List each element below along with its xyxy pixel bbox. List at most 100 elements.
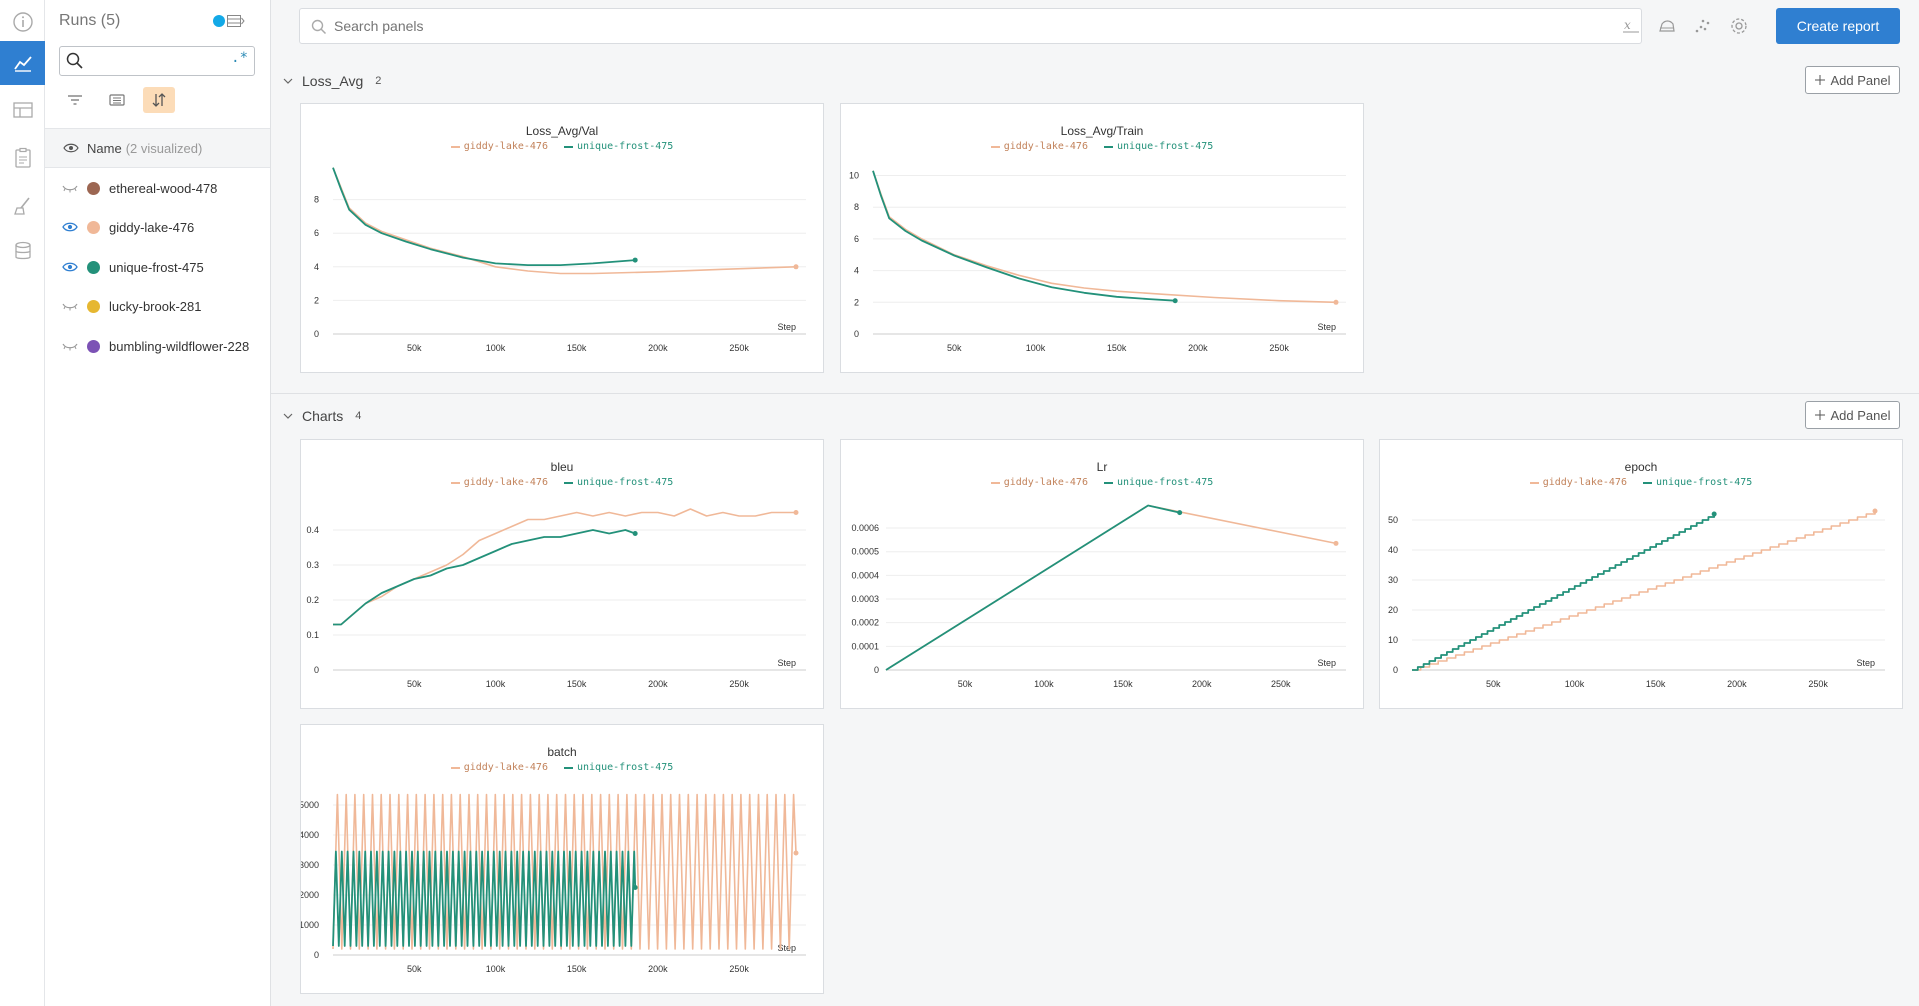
series-line-unique-frost-475[interactable] — [872, 170, 1176, 302]
legend-item[interactable]: unique-frost-475 — [1103, 141, 1213, 152]
create-report-button[interactable]: Create report — [1776, 8, 1900, 44]
legend-item[interactable]: unique-frost-475 — [563, 762, 673, 773]
series-line-giddy-lake-476[interactable] — [333, 508, 796, 626]
series-line-unique-frost-475[interactable] — [332, 167, 636, 266]
series-end-point[interactable] — [632, 885, 638, 890]
chart-panel-epoch[interactable]: 0 10 20 30 40 50 50k 100k 150k 200k 250k Step epoch g… — [1379, 439, 1903, 709]
eye-closed-icon[interactable] — [62, 300, 78, 312]
series-line-giddy-lake-476[interactable] — [872, 170, 1337, 304]
series-end-point[interactable] — [793, 264, 799, 270]
legend-item[interactable]: giddy-lake-476 — [990, 141, 1088, 152]
legend-item[interactable]: giddy-lake-476 — [450, 477, 548, 488]
series-end-point[interactable] — [1177, 510, 1183, 516]
runs-search-input[interactable] — [86, 52, 226, 70]
eye-closed-icon[interactable] — [62, 340, 78, 352]
visibility-eye-icon[interactable] — [63, 142, 79, 154]
chart-panel-loss-avg-val[interactable]: 0 2 4 6 8 50k 100k 150k 200k 250k Step Loss_Avg/Val… — [300, 103, 824, 373]
run-color-dot[interactable] — [87, 339, 100, 353]
series-line-giddy-lake-476[interactable] — [1412, 511, 1876, 671]
run-name[interactable]: unique-frost-475 — [109, 259, 204, 275]
filter-button[interactable] — [59, 87, 91, 113]
series-line-giddy-lake-476[interactable] — [332, 167, 797, 275]
run-name[interactable]: lucky-brook-281 — [109, 298, 202, 314]
legend-item[interactable]: unique-frost-475 — [563, 477, 673, 488]
regex-toggle[interactable]: .* — [231, 50, 248, 66]
reports-icon[interactable] — [0, 136, 45, 180]
legend-item[interactable]: unique-frost-475 — [563, 141, 673, 152]
chart-plot: 0 2 4 6 8 50k 100k 150k 200k 250k Step — [314, 167, 806, 353]
series-line-unique-frost-475[interactable] — [333, 529, 636, 626]
sort-button[interactable] — [143, 87, 175, 113]
series-line-giddy-lake-476[interactable] — [885, 504, 1337, 671]
add-panel-button[interactable]: Add Panel — [1805, 66, 1900, 94]
outliers-icon[interactable] — [1692, 15, 1714, 37]
series-line-unique-frost-475[interactable] — [332, 850, 637, 947]
eye-icon[interactable] — [62, 261, 78, 273]
info-icon[interactable] — [0, 0, 45, 44]
run-color-dot[interactable] — [87, 260, 100, 274]
eye-icon[interactable] — [62, 221, 78, 233]
x-tick-label: 150k — [1646, 679, 1666, 689]
chart-panel-lr[interactable]: 0 0.0001 0.0002 0.0003 0.0004 0.0005 0.0006 50k… — [840, 439, 1364, 709]
y-tick-label: 4 — [854, 266, 859, 276]
chart-plot: 0 1000 2000 3000 4000 5000 50k 100k 150k 200k 250k… — [301, 793, 806, 974]
name-column-header[interactable]: Name — [87, 140, 122, 156]
panel-search-input[interactable] — [334, 18, 934, 34]
charts-icon[interactable] — [0, 41, 45, 85]
top-bar: x Create report — [271, 0, 1919, 50]
legend-swatch — [450, 481, 460, 484]
series-end-point[interactable] — [1872, 508, 1878, 514]
series-end-point[interactable] — [1333, 299, 1339, 305]
legend-item[interactable]: giddy-lake-476 — [450, 762, 548, 773]
section-header-loss-avg[interactable]: Loss_Avg 2 — [283, 71, 381, 91]
y-tick-label: 0.0002 — [851, 618, 879, 628]
x-tick-label: 100k — [486, 343, 506, 353]
chart-panel-loss-avg-train[interactable]: 0 2 4 6 8 10 50k 100k 150k 200k 250k Step Loss_Avg/T… — [840, 103, 1364, 373]
runs-view-toggle[interactable] — [213, 15, 245, 27]
run-name[interactable]: giddy-lake-476 — [109, 219, 195, 235]
legend-item[interactable]: unique-frost-475 — [1103, 477, 1213, 488]
y-tick-label: 40 — [1388, 545, 1398, 555]
y-tick-label: 4 — [314, 262, 319, 272]
run-row[interactable]: giddy-lake-476 — [45, 207, 270, 247]
x-tick-label: 200k — [1727, 679, 1747, 689]
series-end-point[interactable] — [1333, 540, 1339, 546]
artifacts-icon[interactable] — [0, 229, 45, 273]
run-row[interactable]: ethereal-wood-478 — [45, 168, 270, 208]
add-panel-button[interactable]: Add Panel — [1805, 401, 1900, 429]
table-icon[interactable] — [0, 88, 45, 132]
eye-closed-icon[interactable] — [62, 182, 78, 194]
series-end-point[interactable] — [632, 531, 638, 536]
run-color-dot[interactable] — [87, 181, 100, 195]
y-tick-label: 5000 — [301, 800, 319, 810]
settings-gear-icon[interactable] — [1728, 15, 1750, 37]
series-end-point[interactable] — [1172, 298, 1178, 304]
series-end-point[interactable] — [1711, 511, 1717, 517]
sweeps-icon[interactable] — [0, 184, 45, 228]
run-name[interactable]: ethereal-wood-478 — [109, 180, 218, 196]
series-end-point[interactable] — [793, 850, 799, 856]
series-line-unique-frost-475[interactable] — [1412, 514, 1716, 671]
series-end-point[interactable] — [632, 257, 638, 263]
legend-item[interactable]: giddy-lake-476 — [1529, 477, 1627, 488]
series-end-point[interactable] — [793, 510, 799, 515]
group-icon — [109, 94, 125, 106]
runs-search-box: .* — [59, 46, 255, 76]
series-line-unique-frost-475[interactable] — [885, 504, 1180, 671]
run-color-dot[interactable] — [87, 299, 100, 313]
legend-item[interactable]: giddy-lake-476 — [990, 477, 1088, 488]
section-header-charts[interactable]: Charts 4 — [283, 406, 361, 426]
section-panel-count: 4 — [355, 410, 362, 422]
run-row[interactable]: lucky-brook-281 — [45, 286, 270, 326]
run-color-dot[interactable] — [87, 220, 100, 234]
run-row[interactable]: bumbling-wildflower-228 — [45, 326, 270, 366]
legend-item[interactable]: giddy-lake-476 — [450, 141, 548, 152]
run-row[interactable]: unique-frost-475 — [45, 247, 270, 287]
x-axis-settings-icon[interactable]: x — [1620, 15, 1642, 37]
chart-panel-bleu[interactable]: 0 0.1 0.2 0.3 0.4 50k 100k 150k 200k 250k Step bleu… — [300, 439, 824, 709]
group-button[interactable] — [101, 87, 133, 113]
legend-item[interactable]: unique-frost-475 — [1642, 477, 1752, 488]
smoothing-icon[interactable] — [1656, 15, 1678, 37]
chart-panel-batch[interactable]: 0 1000 2000 3000 4000 5000 50k 100k 150k 200k 250k… — [300, 724, 824, 994]
run-name[interactable]: bumbling-wildflower-228 — [109, 338, 250, 354]
